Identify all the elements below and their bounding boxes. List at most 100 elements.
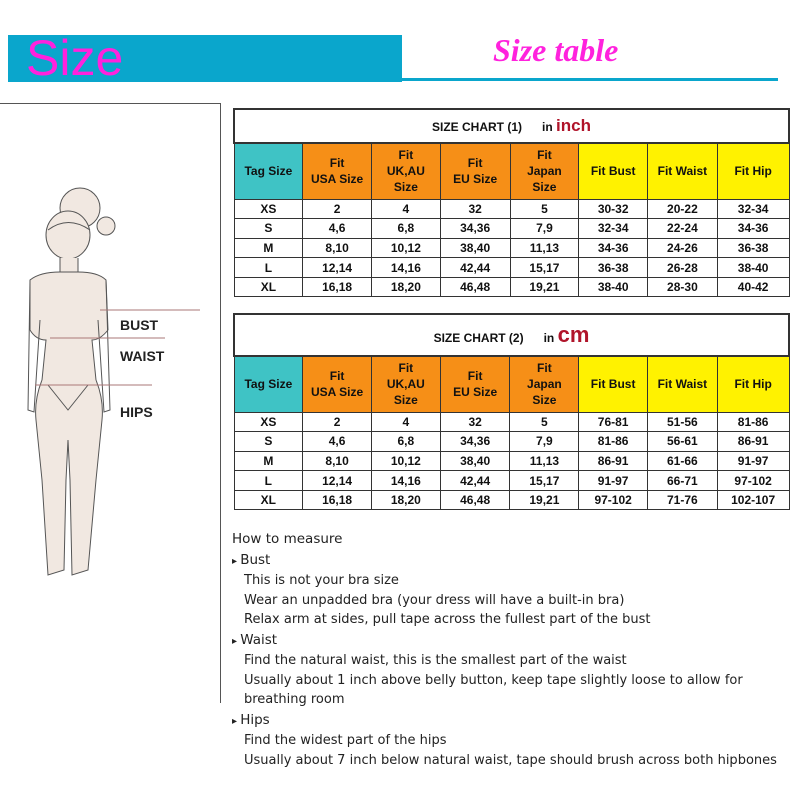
measure-instruction: Usually about 1 inch above belly button,… bbox=[244, 672, 743, 708]
table-cell: 46,48 bbox=[439, 276, 511, 298]
body-figure-illustration bbox=[27, 187, 200, 576]
chart-title: SIZE CHART (1) in inch bbox=[233, 108, 790, 144]
how-to-measure: How to measure ▸ Bust This is not your br… bbox=[232, 530, 800, 770]
header-text: Fit Hip bbox=[734, 377, 772, 392]
bullet-icon: ▸ bbox=[232, 555, 241, 567]
table-cell: 14,16 bbox=[370, 470, 441, 491]
table-cell: 24-26 bbox=[647, 237, 718, 259]
header-text: Japan bbox=[527, 377, 562, 392]
table-cell: 30-32 bbox=[578, 198, 649, 220]
table-cell: 19,21 bbox=[509, 276, 580, 298]
header-text: EU Size bbox=[453, 172, 498, 187]
chart-title: SIZE CHART (2) in cm bbox=[233, 313, 790, 357]
table-cell: 66-71 bbox=[646, 470, 718, 491]
banner-underline bbox=[402, 78, 778, 81]
table-cell: 15,17 bbox=[509, 257, 580, 278]
column-header: Fit Japan Size bbox=[509, 142, 580, 200]
table-row: M 8,10 10,12 38,40 11,13 34-36 24-26 36-38 bbox=[233, 237, 790, 259]
table-cell: 28-30 bbox=[647, 276, 718, 298]
header-text: Fit bbox=[467, 369, 483, 384]
table-cell: 97-102 bbox=[578, 489, 648, 511]
table-row: L 12,14 14,16 42,44 15,17 36-38 26-28 38-40 bbox=[233, 257, 790, 278]
section-title: Hips bbox=[240, 711, 270, 728]
table-cell: 4 bbox=[370, 198, 441, 220]
header-text: USA Size bbox=[310, 172, 364, 187]
header-text: Fit bbox=[329, 369, 345, 384]
header-text: UK,AU bbox=[386, 377, 425, 392]
header-text: USA Size bbox=[310, 385, 364, 400]
measure-instruction: Find the widest part of the hips bbox=[244, 733, 447, 748]
table-cell: 26-28 bbox=[647, 257, 718, 278]
table-cell: 10,12 bbox=[370, 237, 441, 259]
column-header: Fit EU Size bbox=[439, 355, 511, 413]
table-cell: 76-81 bbox=[578, 411, 648, 433]
table-cell: 97-102 bbox=[716, 470, 790, 491]
table-cell: 8,10 bbox=[302, 237, 372, 259]
size-chart-cm: SIZE CHART (2) in cm Tag Size Fit USA Size… bbox=[233, 313, 790, 511]
table-cell: 15,17 bbox=[509, 470, 580, 491]
column-header: Fit Waist bbox=[647, 142, 718, 200]
table-cell: 91-97 bbox=[578, 470, 648, 491]
column-header: Fit USA Size bbox=[302, 142, 372, 200]
table-cell: XL bbox=[233, 276, 304, 298]
size-table-title: Size table bbox=[493, 32, 619, 68]
header-text: Fit Bust bbox=[590, 377, 636, 392]
table-row: XL 16,18 18,20 46,48 19,21 38-40 28-30 40-42 bbox=[233, 276, 790, 298]
table-cell: 16,18 bbox=[302, 276, 372, 298]
table-cell: XS bbox=[233, 411, 304, 433]
column-header: Fit Japan Size bbox=[509, 355, 580, 413]
table-cell: 2 bbox=[302, 198, 372, 220]
table-cell: 32 bbox=[439, 411, 511, 433]
column-header: Fit Bust bbox=[578, 355, 648, 413]
table-cell: L bbox=[233, 257, 304, 278]
table-row: L 12,14 14,16 42,44 15,17 91-97 66-71 97-102 bbox=[233, 470, 790, 491]
table-cell: 7,9 bbox=[509, 218, 580, 239]
table-cell: S bbox=[233, 218, 304, 239]
table-cell: 81-86 bbox=[716, 411, 790, 433]
header-text: Fit bbox=[537, 148, 552, 163]
measure-instruction: Find the natural waist, this is the smal… bbox=[244, 653, 627, 668]
table-cell: XL bbox=[233, 489, 304, 511]
column-header: Fit UK,AU Size bbox=[370, 142, 441, 200]
header-text: Size bbox=[393, 393, 418, 408]
bullet-icon: ▸ bbox=[232, 715, 241, 727]
measure-instruction: Usually about 7 inch below natural waist… bbox=[244, 752, 777, 768]
table-cell: 19,21 bbox=[509, 489, 580, 511]
table-cell: 91-97 bbox=[716, 450, 790, 472]
header-row: Tag Size Fit USA Size Fit UK,AU Size Fit EU Siz… bbox=[233, 355, 790, 413]
measure-instruction: Wear an unpadded bra (your dress will ha… bbox=[244, 592, 625, 608]
unit-prefix: in bbox=[543, 331, 555, 345]
table-cell: 42,44 bbox=[439, 470, 511, 491]
table-cell: 32 bbox=[439, 198, 511, 220]
table-cell: 6,8 bbox=[370, 218, 441, 239]
table-cell: 34,36 bbox=[439, 218, 511, 239]
divider bbox=[0, 103, 221, 104]
table-cell: 40-42 bbox=[716, 276, 790, 298]
measure-heading: How to measure bbox=[232, 531, 343, 547]
header-text: Size bbox=[393, 180, 418, 195]
table-cell: 7,9 bbox=[509, 431, 580, 452]
table-cell: S bbox=[233, 431, 304, 452]
header-text: Size bbox=[532, 180, 557, 195]
table-cell: 12,14 bbox=[302, 470, 372, 491]
unit-label: inch bbox=[556, 116, 591, 135]
table-cell: 38,40 bbox=[439, 450, 511, 472]
bust-label: BUST bbox=[120, 317, 159, 333]
table-cell: 36-38 bbox=[716, 237, 790, 259]
table-cell: 38,40 bbox=[439, 237, 511, 259]
table-row: S 4,6 6,8 34,36 7,9 32-34 22-24 34-36 bbox=[233, 218, 790, 239]
unit-prefix: in bbox=[542, 120, 553, 134]
table-cell: L bbox=[233, 470, 304, 491]
table-cell: 34-36 bbox=[716, 218, 790, 239]
waist-label: WAIST bbox=[120, 348, 165, 364]
table-cell: 42,44 bbox=[439, 257, 511, 278]
table-cell: M bbox=[233, 237, 304, 259]
table-cell: 34,36 bbox=[439, 431, 511, 452]
header-text: Fit bbox=[329, 156, 345, 171]
size-chart-inch: SIZE CHART (1) in inch Tag Size Fit USA Si… bbox=[233, 108, 790, 298]
table-cell: 61-66 bbox=[646, 450, 718, 472]
header-text: Fit Hip bbox=[734, 164, 772, 179]
column-header: Fit Bust bbox=[578, 142, 649, 200]
header-text: Tag Size bbox=[244, 377, 293, 392]
header-text: Fit bbox=[537, 361, 552, 376]
